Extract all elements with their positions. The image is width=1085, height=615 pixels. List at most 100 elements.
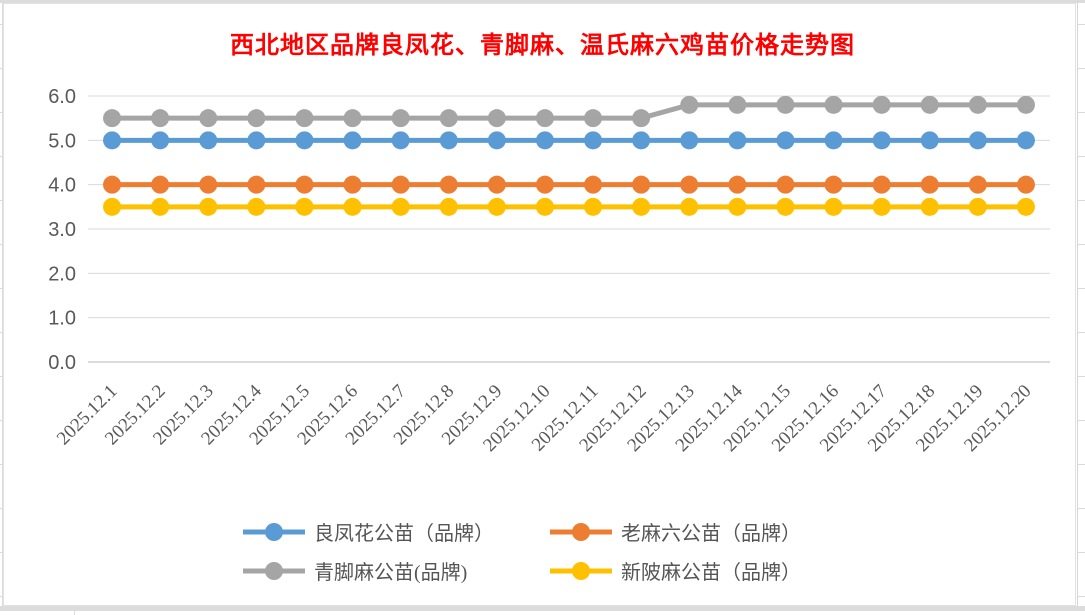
data-point-marker bbox=[487, 175, 506, 194]
worksheet-row-edge-bottom bbox=[0, 606, 1085, 611]
worksheet-row-tick bbox=[1078, 376, 1085, 377]
y-axis-tick-label: 2.0 bbox=[48, 263, 76, 285]
data-point-marker bbox=[776, 131, 795, 150]
y-axis-tick-label: 3.0 bbox=[48, 219, 76, 241]
data-point-marker bbox=[151, 131, 170, 150]
data-point-marker bbox=[103, 175, 122, 194]
data-point-marker bbox=[680, 131, 699, 150]
data-point-marker bbox=[439, 175, 458, 194]
worksheet-gridline-right bbox=[1077, 0, 1078, 606]
data-point-marker bbox=[824, 131, 843, 150]
data-point-marker bbox=[295, 175, 314, 194]
worksheet-row-tick bbox=[1078, 244, 1085, 245]
data-point-marker bbox=[391, 131, 410, 150]
data-point-marker bbox=[872, 95, 891, 114]
legend-line-marker-icon bbox=[550, 522, 612, 541]
data-point-marker bbox=[920, 197, 939, 216]
legend-item-liangfenghua[interactable]: 良凤花公苗（品牌） bbox=[243, 517, 550, 546]
legend-label: 老麻六公苗（品牌） bbox=[621, 523, 801, 545]
data-point-marker bbox=[535, 109, 554, 128]
data-point-marker bbox=[776, 197, 795, 216]
worksheet-row-tick bbox=[1078, 420, 1085, 421]
data-point-marker bbox=[968, 131, 987, 150]
data-point-marker bbox=[632, 131, 651, 150]
data-point-marker bbox=[295, 131, 314, 150]
data-point-marker bbox=[872, 175, 891, 194]
worksheet-row-tick bbox=[1078, 464, 1085, 465]
y-axis-tick-label: 1.0 bbox=[48, 308, 76, 330]
data-point-marker bbox=[487, 131, 506, 150]
data-point-marker bbox=[487, 109, 506, 128]
data-point-marker bbox=[584, 197, 603, 216]
worksheet-row-tick bbox=[1078, 200, 1085, 201]
data-point-marker bbox=[247, 175, 266, 194]
legend-line-marker-icon bbox=[243, 561, 305, 580]
data-point-marker bbox=[824, 95, 843, 114]
worksheet-row-tick bbox=[1078, 552, 1085, 553]
worksheet-row-tick bbox=[1078, 288, 1085, 289]
data-point-marker bbox=[487, 197, 506, 216]
data-point-marker bbox=[1016, 197, 1035, 216]
legend-item-qingjiaoma[interactable]: 青脚麻公苗(品牌) bbox=[243, 556, 550, 585]
worksheet-column-tick-bottom bbox=[74, 611, 75, 615]
worksheet-row-tick bbox=[1078, 24, 1085, 25]
data-point-marker bbox=[295, 197, 314, 216]
data-point-marker bbox=[343, 109, 362, 128]
worksheet-row-tick bbox=[1078, 68, 1085, 69]
data-point-marker bbox=[872, 131, 891, 150]
data-point-marker bbox=[1016, 131, 1035, 150]
data-point-marker bbox=[391, 175, 410, 194]
data-point-marker bbox=[680, 175, 699, 194]
data-point-marker bbox=[343, 131, 362, 150]
worksheet-row-tick bbox=[1078, 508, 1085, 509]
data-point-marker bbox=[728, 131, 747, 150]
y-axis-tick-label: 5.0 bbox=[48, 130, 76, 152]
legend-item-laomaliu[interactable]: 老麻六公苗（品牌） bbox=[550, 517, 801, 546]
data-point-marker bbox=[584, 175, 603, 194]
data-point-marker bbox=[1016, 95, 1035, 114]
data-point-marker bbox=[343, 175, 362, 194]
data-point-marker bbox=[1016, 175, 1035, 194]
data-point-marker bbox=[680, 95, 699, 114]
data-point-marker bbox=[343, 197, 362, 216]
data-point-marker bbox=[103, 131, 122, 150]
data-point-marker bbox=[535, 175, 554, 194]
data-point-marker bbox=[439, 131, 458, 150]
data-point-marker bbox=[680, 197, 699, 216]
data-point-marker bbox=[968, 175, 987, 194]
worksheet-gridline-left bbox=[2, 0, 3, 606]
data-point-marker bbox=[872, 197, 891, 216]
chart-title: 西北地区品牌良凤花、青脚麻、温氏麻六鸡苗价格走势图 bbox=[230, 33, 855, 59]
data-point-marker bbox=[584, 109, 603, 128]
data-point-marker bbox=[247, 109, 266, 128]
worksheet-row-tick bbox=[1078, 596, 1085, 597]
data-point-marker bbox=[391, 197, 410, 216]
data-point-marker bbox=[920, 95, 939, 114]
worksheet-row-edge-top bbox=[0, 0, 1085, 3]
data-point-marker bbox=[968, 197, 987, 216]
y-axis-tick-label: 4.0 bbox=[48, 175, 76, 197]
data-point-marker bbox=[584, 131, 603, 150]
data-point-marker bbox=[824, 175, 843, 194]
worksheet-row-tick bbox=[1078, 112, 1085, 113]
data-point-marker bbox=[295, 109, 314, 128]
data-point-marker bbox=[968, 95, 987, 114]
legend-item-xinpima[interactable]: 新陂麻公苗（品牌） bbox=[550, 556, 801, 585]
legend-line-marker-icon bbox=[550, 561, 612, 580]
worksheet-row-tick bbox=[1078, 332, 1085, 333]
data-point-marker bbox=[439, 109, 458, 128]
y-axis-tick-label: 6.0 bbox=[48, 86, 76, 108]
data-point-marker bbox=[728, 197, 747, 216]
data-point-marker bbox=[199, 197, 218, 216]
data-point-marker bbox=[728, 95, 747, 114]
data-point-marker bbox=[824, 197, 843, 216]
data-point-marker bbox=[632, 109, 651, 128]
data-point-marker bbox=[199, 109, 218, 128]
worksheet-row-tick bbox=[1078, 156, 1085, 157]
legend: 良凤花公苗（品牌） 老麻六公苗（品牌） 青脚麻公苗(品牌) 新陂麻公苗（品牌） bbox=[243, 512, 801, 590]
data-point-marker bbox=[151, 197, 170, 216]
legend-label: 良凤花公苗（品牌） bbox=[314, 523, 494, 545]
data-point-marker bbox=[151, 175, 170, 194]
data-point-marker bbox=[247, 131, 266, 150]
